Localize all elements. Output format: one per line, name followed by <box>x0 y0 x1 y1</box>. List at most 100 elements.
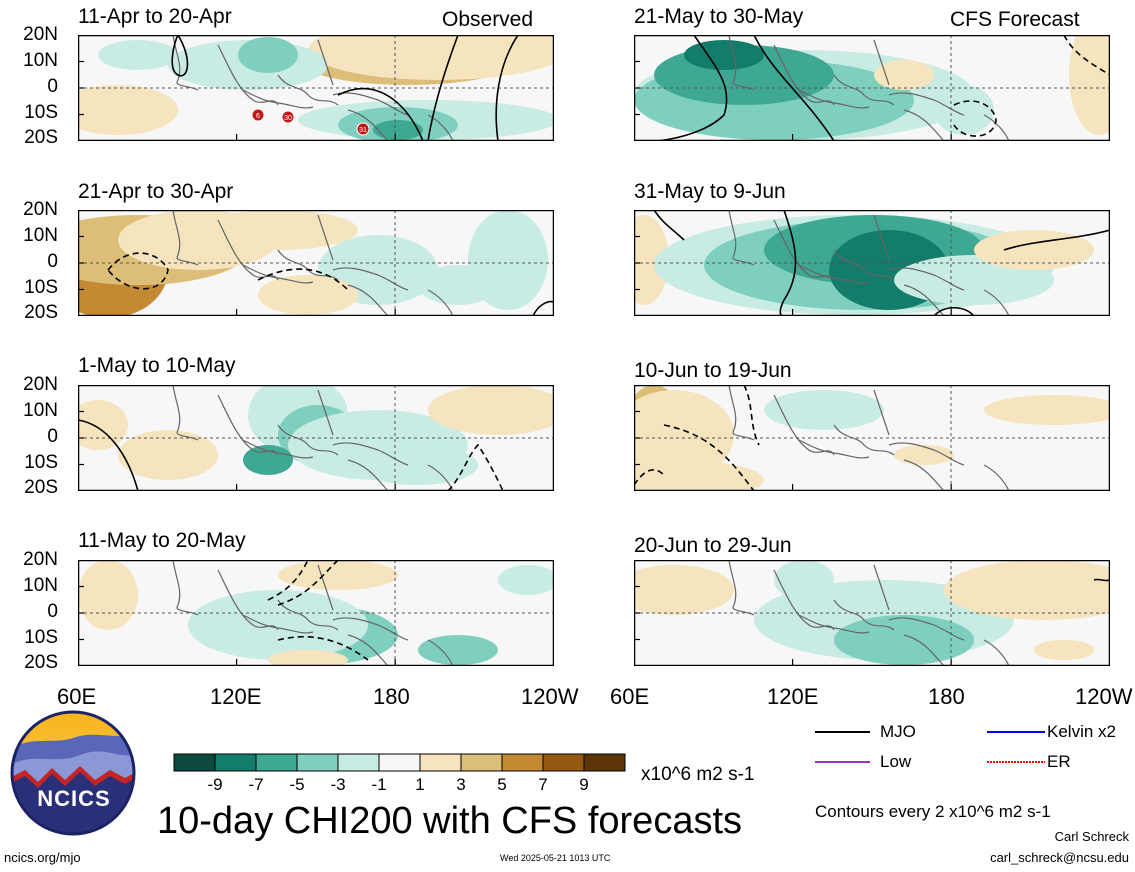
colorbar-tick-label: 7 <box>538 775 548 794</box>
coastline <box>217 569 279 631</box>
coastline <box>903 284 945 316</box>
coastline <box>833 74 895 106</box>
coastline <box>217 44 279 106</box>
map-panel-4 <box>78 560 554 666</box>
lat-tick: 20N <box>23 374 58 395</box>
coastline <box>242 89 314 109</box>
coastline <box>773 219 835 281</box>
coastline <box>903 109 945 141</box>
lat-tick: 20S <box>24 477 58 498</box>
anomaly-region <box>974 230 1094 270</box>
map-panel-2 <box>78 210 554 316</box>
panel-title-6: 31-May to 9-Jun <box>634 180 786 203</box>
anomaly-region <box>238 37 298 73</box>
lat-tick: 10N <box>23 50 58 71</box>
anomaly-region <box>373 120 423 140</box>
panel-title-5: 21-May to 30-May <box>634 5 804 28</box>
coastline <box>873 214 890 261</box>
coastline <box>888 267 965 291</box>
storm-marker <box>251 108 265 122</box>
anomaly-region <box>418 635 498 665</box>
colorbar-swatch <box>214 753 257 772</box>
anomaly-region <box>894 445 954 465</box>
panel-title-1: 11-Apr to 20-Apr <box>78 5 232 28</box>
colorbar-units: x10^6 m2 s-1 <box>641 764 755 785</box>
mjo-contour <box>634 469 665 486</box>
coastline <box>317 214 334 261</box>
mjo-contour <box>495 35 519 141</box>
anomaly-region <box>634 215 669 305</box>
panel-title-7: 10-Jun to 19-Jun <box>634 359 792 382</box>
author-email[interactable]: carl_schreck@ncsu.edu <box>990 850 1129 865</box>
map-panel-6 <box>634 210 1110 316</box>
anomaly-region <box>358 445 478 485</box>
lat-tick: 10N <box>23 575 58 596</box>
panel-title-8: 20-Jun to 29-Jun <box>634 534 792 557</box>
anomaly-region <box>764 390 884 430</box>
mjo-contour <box>107 252 169 290</box>
coastline <box>983 114 1010 141</box>
coastline <box>888 442 965 466</box>
lat-tick: 10S <box>24 102 58 123</box>
coastline <box>277 424 339 456</box>
lat-tick: 20S <box>24 652 58 673</box>
colorbar-swatch <box>460 753 503 772</box>
lat-tick: 10N <box>23 225 58 246</box>
mjo-contour <box>447 443 504 491</box>
coastline <box>277 74 339 106</box>
main-title: 10-day CHI200 with CFS forecasts <box>157 800 743 842</box>
coastline <box>873 39 890 86</box>
coastline <box>172 210 199 266</box>
map-panel-8 <box>634 560 1110 666</box>
coastline <box>427 639 454 666</box>
lon-tick-left-120w: 120W <box>521 684 579 709</box>
colorbar-swatch <box>583 753 626 772</box>
coastline <box>983 464 1010 491</box>
contour-interval-note: Contours every 2 x10^6 m2 s-1 <box>815 802 1051 821</box>
colorbar-swatch <box>501 753 544 772</box>
anomaly-region <box>258 275 358 315</box>
lat-tick: 20S <box>24 302 58 323</box>
coastline <box>332 617 409 641</box>
anomaly-region <box>498 565 554 595</box>
coastline <box>242 264 314 284</box>
coastline <box>347 634 389 666</box>
colorbar <box>173 753 626 772</box>
map-panel-7 <box>634 385 1110 491</box>
coastline <box>728 385 755 441</box>
anomaly-region <box>308 35 554 80</box>
mjo-contour <box>933 306 975 316</box>
anomaly-region <box>278 560 398 590</box>
lat-tick: 20S <box>24 127 58 148</box>
anomaly-region <box>78 400 128 450</box>
coastline <box>833 599 895 631</box>
storm-marker-label: 6 <box>256 113 260 120</box>
mjo-contour <box>653 35 728 141</box>
anomaly-region <box>418 265 498 305</box>
lat-tick: 20N <box>23 549 58 570</box>
map-panel-3 <box>78 385 554 491</box>
colorbar-swatch <box>419 753 462 772</box>
panel-title-3: 1-May to 10-May <box>78 354 236 377</box>
coastline <box>728 35 755 91</box>
mjo-contour <box>743 385 760 446</box>
anomaly-region <box>118 430 218 480</box>
mjo-contour <box>78 419 139 491</box>
anomaly-region <box>1034 640 1094 660</box>
coastline <box>773 394 835 456</box>
anomaly-region <box>268 650 348 666</box>
anomaly-region <box>634 460 764 491</box>
observed-label: Observed <box>442 8 534 31</box>
anomaly-region <box>634 565 734 615</box>
colorbar-tick-label: -9 <box>207 775 223 794</box>
logo-text: NCICS <box>37 786 111 811</box>
map-panel-5 <box>634 35 1110 141</box>
colorbar-tick-label: -5 <box>289 775 305 794</box>
mjo-contour <box>427 35 459 141</box>
coastline <box>833 249 895 281</box>
mjo-contour <box>663 424 755 491</box>
mjo-contour <box>753 35 835 141</box>
site-url[interactable]: ncics.org/mjo <box>4 850 81 865</box>
colorbar-tick-label: -1 <box>371 775 387 794</box>
anomaly-region <box>1069 35 1110 135</box>
